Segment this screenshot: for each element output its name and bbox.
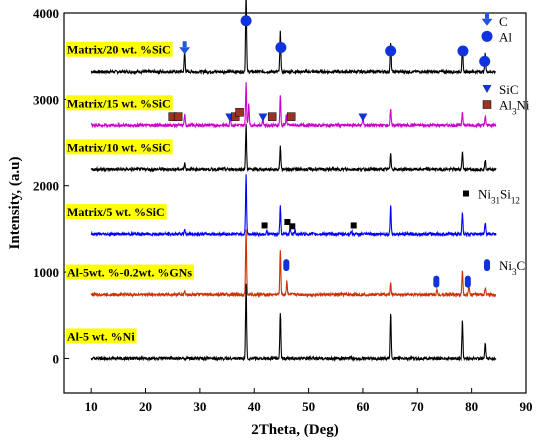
square-marker bbox=[267, 112, 277, 121]
y-tick-label: 2000 bbox=[33, 179, 59, 194]
phase-markers bbox=[168, 15, 491, 288]
square-marker bbox=[482, 100, 492, 109]
small-square-marker bbox=[261, 222, 268, 229]
legend-label: SiC bbox=[499, 82, 519, 97]
x-tick-label: 50 bbox=[302, 399, 315, 414]
series-label-text: Matrix/15 wt. %SiC bbox=[67, 96, 171, 110]
circle-marker bbox=[457, 45, 469, 57]
series-label-highlight bbox=[66, 204, 167, 220]
x-tick-label: 70 bbox=[411, 399, 424, 414]
series-line bbox=[90, 229, 497, 299]
x-tick-label: 30 bbox=[193, 399, 206, 414]
arrow-head bbox=[179, 47, 191, 55]
series-label: Matrix/10 wt. %SiC bbox=[66, 139, 173, 155]
legend-item: SiC bbox=[482, 82, 519, 97]
arrow-down-marker bbox=[179, 41, 191, 55]
legend-item: Al bbox=[481, 29, 512, 44]
x-tick-label: 20 bbox=[139, 399, 152, 414]
circle-marker bbox=[240, 15, 252, 27]
square-marker bbox=[230, 112, 240, 121]
plot-frame bbox=[63, 12, 527, 394]
square-marker bbox=[235, 108, 244, 117]
series-line bbox=[90, 283, 497, 363]
series-label-highlight bbox=[66, 264, 194, 280]
series-label-highlight bbox=[66, 41, 173, 57]
triangle-marker bbox=[258, 113, 268, 122]
series-label: Al-5wt. %-0.2wt. %GNs bbox=[66, 264, 194, 280]
legend-label: Ni31Si12 bbox=[478, 187, 520, 206]
pill-marker bbox=[283, 259, 290, 272]
pill-marker bbox=[484, 259, 490, 272]
circle-marker bbox=[479, 55, 491, 67]
legend-item: Ni3C bbox=[484, 258, 525, 277]
arrow-head bbox=[481, 18, 493, 26]
arrow-down-marker bbox=[481, 12, 493, 26]
x-tick-label: 40 bbox=[248, 399, 261, 414]
series-line bbox=[90, 174, 497, 238]
legend-label: Al3Ni bbox=[499, 98, 530, 117]
y-tick-label: 4000 bbox=[33, 6, 59, 21]
series-label: Matrix/15 wt. %SiC bbox=[66, 95, 173, 111]
series-label-text: Matrix/20 wt. %SiC bbox=[67, 43, 171, 57]
arrow-shaft bbox=[182, 41, 187, 48]
small-square-marker bbox=[284, 219, 291, 225]
triangle-marker bbox=[358, 113, 368, 122]
y-tick-label: 0 bbox=[53, 351, 60, 366]
series-label: Matrix/20 wt. %SiC bbox=[66, 41, 173, 57]
axis-ticks: 10 20 30 40 50 60 70 80 90 0 1000 2000 3000 4000 bbox=[33, 6, 533, 414]
legend-label: Ni3C bbox=[499, 258, 525, 277]
series-line bbox=[90, 123, 497, 173]
pill-marker bbox=[464, 275, 471, 288]
x-tick-label: 60 bbox=[356, 399, 369, 414]
legend-label: Al bbox=[499, 29, 512, 44]
arrow-shaft bbox=[485, 12, 489, 19]
series-line bbox=[90, 0, 497, 76]
circle-marker bbox=[385, 45, 397, 57]
series-label-highlight bbox=[66, 95, 173, 111]
series-label-text: Matrix/10 wt. %SiC bbox=[67, 140, 171, 154]
y-axis-label: Intensity, (a.u) bbox=[7, 157, 23, 250]
x-axis-label: 2Theta, (Deg) bbox=[251, 422, 338, 438]
x-tick-label: 90 bbox=[520, 399, 533, 414]
series-label-text: Matrix/5 wt. %SiC bbox=[67, 205, 165, 219]
series-label: Al-5 wt. %Ni bbox=[66, 328, 137, 344]
x-tick-label: 80 bbox=[465, 399, 478, 414]
small-square-marker bbox=[350, 222, 357, 229]
series-label: Matrix/5 wt. %SiC bbox=[66, 204, 167, 220]
series-label-text: Al-5wt. %-0.2wt. %GNs bbox=[67, 266, 192, 280]
y-tick-label: 3000 bbox=[33, 92, 59, 107]
series-label-text: Al-5 wt. %Ni bbox=[67, 329, 135, 343]
legend-item: C bbox=[481, 12, 508, 29]
triangle-marker bbox=[482, 85, 492, 93]
series-line bbox=[90, 82, 497, 129]
circle-marker bbox=[275, 42, 287, 54]
pill-marker bbox=[433, 275, 440, 288]
y-tick-label: 1000 bbox=[33, 265, 59, 280]
series-label-highlight bbox=[66, 139, 173, 155]
series-labels: Matrix/20 wt. %SiC Matrix/15 wt. %SiC Matr… bbox=[66, 41, 194, 344]
small-square-marker bbox=[463, 190, 469, 197]
x-tick-label: 10 bbox=[85, 399, 98, 414]
legend-item: Ni31Si12 bbox=[463, 187, 520, 206]
legend-label: C bbox=[499, 14, 508, 29]
circle-marker bbox=[481, 30, 493, 42]
series-label-highlight bbox=[66, 328, 137, 344]
legend-item: Al3Ni bbox=[482, 98, 530, 117]
small-square-marker bbox=[289, 223, 296, 230]
square-marker bbox=[286, 112, 296, 121]
series-group bbox=[90, 0, 497, 363]
square-marker bbox=[173, 112, 183, 121]
